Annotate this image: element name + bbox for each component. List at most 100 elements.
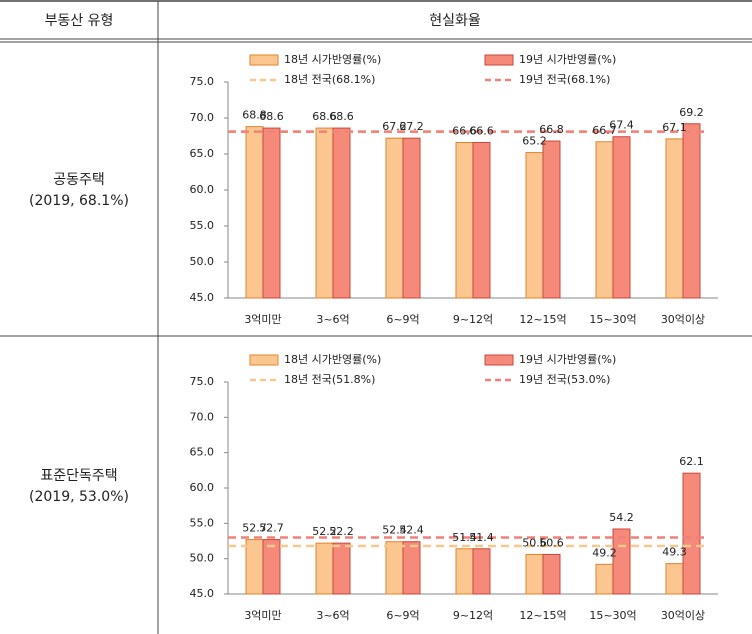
y-tick-label: 50.0 [190, 552, 215, 565]
legend-swatch [484, 54, 514, 66]
bar [542, 553, 561, 595]
x-tick-label: 3~6억 [316, 313, 349, 326]
data-label: 50.6 [522, 536, 547, 549]
legend-label: 19년 시가반영률(%) [519, 353, 616, 366]
legend-label: 18년 전국(51.8%) [284, 373, 375, 386]
data-label: 67.2 [382, 120, 407, 133]
bar [315, 127, 334, 299]
data-label: 66.6 [452, 124, 477, 137]
legend-label: 19년 전국(53.0%) [519, 373, 610, 386]
y-tick-label: 70.0 [190, 111, 215, 124]
data-label: 52.2 [329, 525, 354, 538]
bar [612, 136, 631, 299]
bar [402, 541, 421, 595]
y-tick-label: 60.0 [190, 481, 215, 494]
bar [542, 140, 561, 299]
data-label: 67.1 [662, 121, 687, 134]
bar [332, 127, 351, 299]
legend-swatch [484, 354, 514, 366]
bar [665, 563, 684, 595]
x-tick-label: 12~15억 [519, 609, 566, 622]
bar [385, 541, 404, 595]
data-label: 62.1 [679, 455, 704, 468]
x-tick-label: 3~6억 [316, 609, 349, 622]
data-label: 68.6 [259, 110, 284, 123]
bar [472, 548, 491, 595]
data-label: 52.4 [399, 524, 424, 537]
data-label: 67.2 [399, 120, 424, 133]
row-label: 공동주택 [53, 172, 105, 188]
bar [245, 126, 264, 299]
header-cell: 부동산 유형 [45, 13, 114, 29]
data-label: 49.2 [592, 546, 617, 559]
y-tick-label: 75.0 [190, 375, 215, 388]
bar [262, 539, 281, 595]
data-label: 66.7 [592, 124, 617, 137]
data-label: 66.8 [539, 123, 564, 136]
data-label: 51.4 [452, 531, 477, 544]
x-tick-label: 15~30억 [589, 313, 636, 326]
bar [525, 152, 544, 299]
legend-label: 19년 시가반영률(%) [519, 53, 616, 66]
row-sub: (2019, 53.0%) [29, 489, 129, 505]
y-tick-label: 65.0 [190, 147, 215, 160]
legend-label: 18년 전국(68.1%) [284, 73, 375, 86]
data-label: 50.6 [539, 536, 564, 549]
bar [595, 141, 614, 299]
x-tick-label: 30억이상 [661, 609, 705, 622]
bar [665, 138, 684, 299]
x-tick-label: 6~9억 [386, 313, 419, 326]
data-label: 69.2 [679, 106, 704, 119]
y-tick-label: 55.0 [190, 516, 215, 529]
x-tick-label: 9~12억 [453, 313, 493, 326]
bar [682, 472, 701, 595]
y-tick-label: 75.0 [190, 75, 215, 88]
legend-label: 19년 전국(68.1%) [519, 73, 610, 86]
x-tick-label: 3억미만 [244, 609, 281, 622]
row-sub: (2019, 68.1%) [29, 193, 129, 209]
data-label: 49.3 [662, 546, 687, 559]
bar [385, 137, 404, 299]
bar [525, 553, 544, 595]
bar [262, 127, 281, 299]
legend-label: 18년 시가반영률(%) [284, 353, 381, 366]
bar [315, 542, 334, 595]
row-label: 표준단독주택 [40, 468, 117, 484]
bar [402, 137, 421, 299]
y-tick-label: 45.0 [190, 291, 215, 304]
x-tick-label: 12~15억 [519, 313, 566, 326]
x-tick-label: 9~12억 [453, 609, 493, 622]
data-label: 65.2 [522, 135, 547, 148]
bar [595, 563, 614, 595]
y-tick-label: 45.0 [190, 587, 215, 600]
y-tick-label: 65.0 [190, 446, 215, 459]
x-tick-label: 6~9억 [386, 609, 419, 622]
y-tick-label: 55.0 [190, 219, 215, 232]
data-label: 68.6 [329, 110, 354, 123]
x-tick-label: 30억이상 [661, 313, 705, 326]
legend-swatch [249, 354, 279, 366]
data-label: 52.7 [242, 522, 267, 535]
bar [332, 542, 351, 595]
data-label: 68.8 [242, 109, 267, 122]
y-tick-label: 60.0 [190, 183, 215, 196]
data-label: 52.7 [259, 522, 284, 535]
data-label: 52.2 [312, 525, 337, 538]
bar [245, 539, 264, 595]
legend-swatch [249, 54, 279, 66]
data-label: 66.6 [469, 124, 494, 137]
x-tick-label: 15~30억 [589, 609, 636, 622]
y-tick-label: 50.0 [190, 255, 215, 268]
bar [455, 548, 474, 595]
x-tick-label: 3억미만 [244, 313, 281, 326]
data-label: 68.6 [312, 110, 337, 123]
bar [682, 123, 701, 299]
bar [612, 528, 631, 595]
data-label: 67.4 [609, 119, 634, 132]
bar [472, 141, 491, 299]
header-cell: 현실화율 [429, 13, 481, 29]
bar [455, 141, 474, 299]
data-label: 51.4 [469, 531, 494, 544]
